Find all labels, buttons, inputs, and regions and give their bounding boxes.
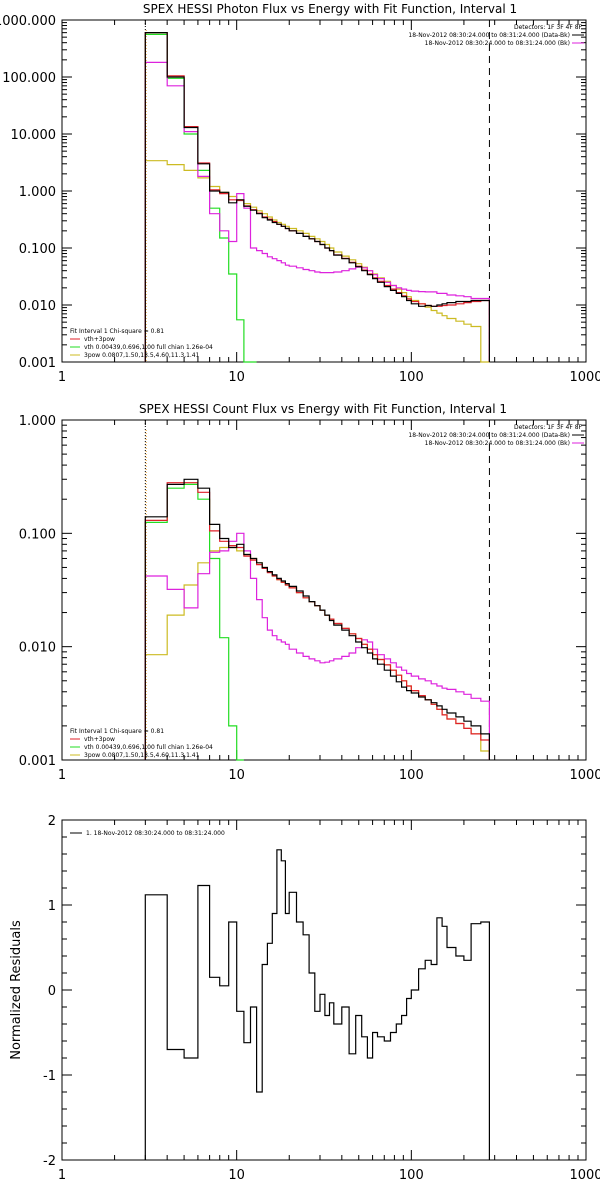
series-18-nov-2012-08-30-24-000-to-08-31-24-000-data-bk-	[144, 32, 490, 362]
y-tick-label: 0.100	[19, 527, 56, 542]
legend-detectors: Detectors: 1F 3F 4F 8F	[514, 424, 583, 431]
residuals-y-tick-labels: -2 -1 0 1 2	[43, 814, 56, 1169]
y-tick-label: -1	[43, 1069, 56, 1084]
y-tick-label: 100.000	[2, 71, 56, 86]
x-tick-label: 10	[228, 1168, 245, 1183]
series-vth	[144, 33, 257, 363]
photon-flux-legend-bottom: Fit Interval 1 Chi-square = 0.81 vth+3po…	[70, 328, 213, 359]
legend-bk: 18-Nov-2012 08:30:24.000 to 08:31:24.000…	[425, 440, 570, 447]
x-tick-label: 100	[399, 1168, 424, 1183]
photon-flux-title: SPEX HESSI Photon Flux vs Energy with Fi…	[143, 2, 517, 16]
legend-3pow: 3pow 0.0807,1.50,13.5,4.60,11.3,1.41	[84, 752, 200, 759]
photon-flux-series	[144, 20, 490, 363]
residuals-legend-label: 1. 18-Nov-2012 08:30:24.000 to 08:31:24.…	[86, 830, 225, 837]
residuals-frame	[61, 819, 587, 1161]
count-flux-legend-top: Detectors: 1F 3F 4F 8F 18-Nov-2012 08:30…	[408, 424, 584, 447]
legend-vth3pow: vth+3pow	[84, 736, 115, 743]
legend-vth: vth 0.00439,0.696,1.00 full chian 1.26e-…	[84, 344, 213, 351]
y-tick-label: 0.010	[19, 299, 56, 314]
series-18-nov-2012-08-30-24-000-to-08-31-24-000-bk-	[144, 61, 490, 362]
series-18-nov-2012-08-30-24-000-to-08-31-24-000-data-bk-	[144, 478, 490, 760]
legend-fit-interval: Fit Interval 1 Chi-square = 0.81	[70, 328, 164, 335]
residuals-axis-ticks	[61, 819, 586, 1161]
series-vth	[144, 483, 244, 761]
residuals-y-axis-label: Normalized Residuals	[9, 920, 24, 1060]
y-tick-label: 0.001	[19, 356, 56, 371]
photon-flux-y-tick-labels: 0.001 0.010 0.100 1.000 10.000 100.000 1000.00…	[0, 14, 56, 371]
photon-flux-axis-ticks	[61, 19, 586, 363]
series-18-nov-2012-08-30-24-000-to-08-31-24-000-bk-	[144, 532, 490, 760]
count-flux-panel: SPEX HESSI Count Flux vs Energy with Fit…	[19, 402, 600, 783]
photon-flux-panel: SPEX HESSI Photon Flux vs Energy with Fi…	[0, 2, 600, 385]
y-tick-label: 10.000	[11, 128, 57, 143]
x-tick-label: 10	[228, 370, 245, 385]
x-tick-label: 1	[58, 370, 66, 385]
count-flux-x-tick-labels: 1 10 100 1000	[58, 768, 600, 783]
x-tick-label: 1	[58, 1168, 66, 1183]
series-3pow	[144, 160, 490, 363]
y-tick-label: 1.000	[19, 185, 56, 200]
legend-3pow: 3pow 0.0807,1.50,13.5,4.60,11.3,1.41	[84, 352, 200, 359]
legend-vth3pow: vth+3pow	[84, 336, 115, 343]
x-tick-label: 1000	[569, 768, 600, 783]
x-tick-label: 100	[399, 768, 424, 783]
legend-fit-interval: Fit Interval 1 Chi-square = 0.81	[70, 728, 164, 735]
legend-bk: 18-Nov-2012 08:30:24.000 to 08:31:24.000…	[425, 40, 570, 47]
x-tick-label: 10	[228, 768, 245, 783]
series-3pow	[144, 546, 490, 760]
x-tick-label: 100	[399, 370, 424, 385]
count-flux-y-tick-labels: 0.001 0.010 0.100 1.000	[19, 414, 56, 769]
y-tick-label: 1	[48, 899, 56, 914]
legend-data-bk: 18-Nov-2012 08:30:24.000 to 08:31:24.000…	[408, 32, 570, 39]
y-tick-label: 0.100	[19, 242, 56, 257]
series-vth-3pow	[144, 482, 490, 760]
y-tick-label: 0.010	[19, 641, 56, 656]
count-flux-axis-ticks	[61, 419, 586, 761]
photon-flux-frame	[61, 19, 587, 363]
y-tick-label: 2	[48, 814, 56, 829]
y-tick-label: 0.001	[19, 754, 56, 769]
y-tick-label: 0	[48, 984, 56, 999]
y-tick-label: -2	[43, 1154, 56, 1169]
photon-flux-x-tick-labels: 1 10 100 1000	[58, 370, 600, 385]
residuals-series	[144, 849, 490, 1160]
x-tick-label: 1	[58, 768, 66, 783]
residuals-x-tick-labels: 1 10 100 1000	[58, 1168, 600, 1183]
legend-detectors: Detectors: 1F 3F 4F 8F	[514, 24, 583, 31]
series-1-18-nov-2012-08-30-24-000-to-08-31-24-000	[144, 849, 490, 1160]
count-flux-legend-bottom: Fit Interval 1 Chi-square = 0.81 vth+3po…	[70, 728, 213, 759]
legend-vth: vth 0.00439,0.696,1.00 full chian 1.26e-…	[84, 744, 213, 751]
count-flux-title: SPEX HESSI Count Flux vs Energy with Fit…	[139, 402, 507, 416]
legend-data-bk: 18-Nov-2012 08:30:24.000 to 08:31:24.000…	[408, 432, 570, 439]
y-tick-label: 1.000	[19, 414, 56, 429]
y-tick-label: 1000.000	[0, 14, 56, 29]
count-flux-series	[144, 420, 490, 761]
count-flux-frame	[61, 419, 587, 761]
x-tick-label: 1000	[569, 370, 600, 385]
residuals-legend: 1. 18-Nov-2012 08:30:24.000 to 08:31:24.…	[70, 830, 225, 837]
x-tick-label: 1000	[569, 1168, 600, 1183]
photon-flux-legend-top: Detectors: 1F 3F 4F 8F 18-Nov-2012 08:30…	[408, 24, 584, 47]
